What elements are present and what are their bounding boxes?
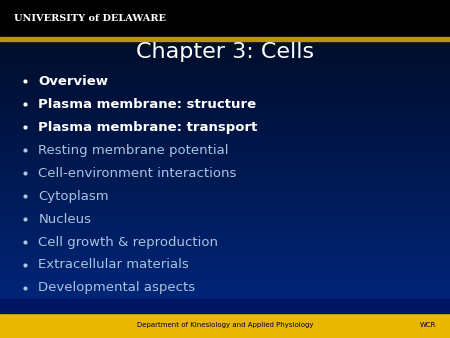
Bar <box>0 141 450 146</box>
Bar <box>0 0 450 6</box>
Bar <box>0 40 450 45</box>
Bar <box>0 107 450 113</box>
Bar <box>0 192 450 197</box>
Text: WCR: WCR <box>420 322 436 328</box>
Bar <box>0 113 450 118</box>
Text: Cell-environment interactions: Cell-environment interactions <box>38 167 237 179</box>
Bar <box>0 287 450 293</box>
Bar <box>0 73 450 79</box>
Bar <box>0 209 450 214</box>
Bar <box>0 259 450 265</box>
Bar <box>0 282 450 287</box>
Bar <box>0 84 450 90</box>
Bar <box>0 118 450 124</box>
Bar <box>0 220 450 225</box>
Text: Cytoplasm: Cytoplasm <box>38 190 109 202</box>
Bar <box>0 51 450 56</box>
Bar <box>0 254 450 259</box>
Bar <box>0 0 450 37</box>
Bar <box>0 237 450 242</box>
Bar <box>0 313 450 338</box>
Bar <box>0 293 450 298</box>
Bar <box>0 96 450 101</box>
Bar <box>0 146 450 152</box>
Bar <box>0 186 450 192</box>
Bar <box>0 79 450 84</box>
Text: Nucleus: Nucleus <box>38 213 91 225</box>
Bar <box>0 203 450 209</box>
Bar <box>0 248 450 254</box>
Text: Chapter 3: Cells: Chapter 3: Cells <box>136 42 314 63</box>
Bar <box>0 45 450 51</box>
Bar <box>0 197 450 203</box>
Bar <box>0 152 450 158</box>
Bar <box>0 231 450 237</box>
Bar <box>0 158 450 163</box>
Bar <box>0 169 450 175</box>
Bar <box>0 62 450 68</box>
Bar <box>0 265 450 270</box>
Bar <box>0 124 450 129</box>
Text: Developmental aspects: Developmental aspects <box>38 282 195 294</box>
Bar <box>0 56 450 62</box>
Text: Cell growth & reproduction: Cell growth & reproduction <box>38 236 218 248</box>
Bar <box>0 180 450 186</box>
Text: Overview: Overview <box>38 75 108 88</box>
Bar <box>0 175 450 180</box>
Bar <box>0 34 450 40</box>
Text: Plasma membrane: structure: Plasma membrane: structure <box>38 98 256 111</box>
Bar <box>0 17 450 23</box>
Bar <box>0 225 450 231</box>
Bar <box>0 68 450 73</box>
Bar <box>0 276 450 282</box>
Bar <box>0 28 450 34</box>
Text: Department of Kinesiology and Applied Physiology: Department of Kinesiology and Applied Ph… <box>137 322 313 328</box>
Bar <box>0 101 450 107</box>
Bar <box>0 37 450 41</box>
Text: Extracellular materials: Extracellular materials <box>38 259 189 271</box>
Text: UNIVERSITY of DELAWARE: UNIVERSITY of DELAWARE <box>14 14 166 23</box>
Bar <box>0 214 450 220</box>
Bar <box>0 242 450 248</box>
Bar <box>0 163 450 169</box>
Bar <box>0 299 450 313</box>
Bar <box>0 327 450 332</box>
Bar <box>0 135 450 141</box>
Bar <box>0 23 450 28</box>
Bar <box>0 270 450 276</box>
Bar <box>0 332 450 338</box>
Bar <box>0 129 450 135</box>
Bar <box>0 11 450 17</box>
Bar <box>0 304 450 310</box>
Text: Resting membrane potential: Resting membrane potential <box>38 144 229 156</box>
Bar <box>0 310 450 315</box>
Text: Plasma membrane: transport: Plasma membrane: transport <box>38 121 257 134</box>
Bar <box>0 315 450 321</box>
Bar <box>0 298 450 304</box>
Bar <box>0 321 450 327</box>
Bar <box>0 6 450 11</box>
Bar <box>0 90 450 96</box>
